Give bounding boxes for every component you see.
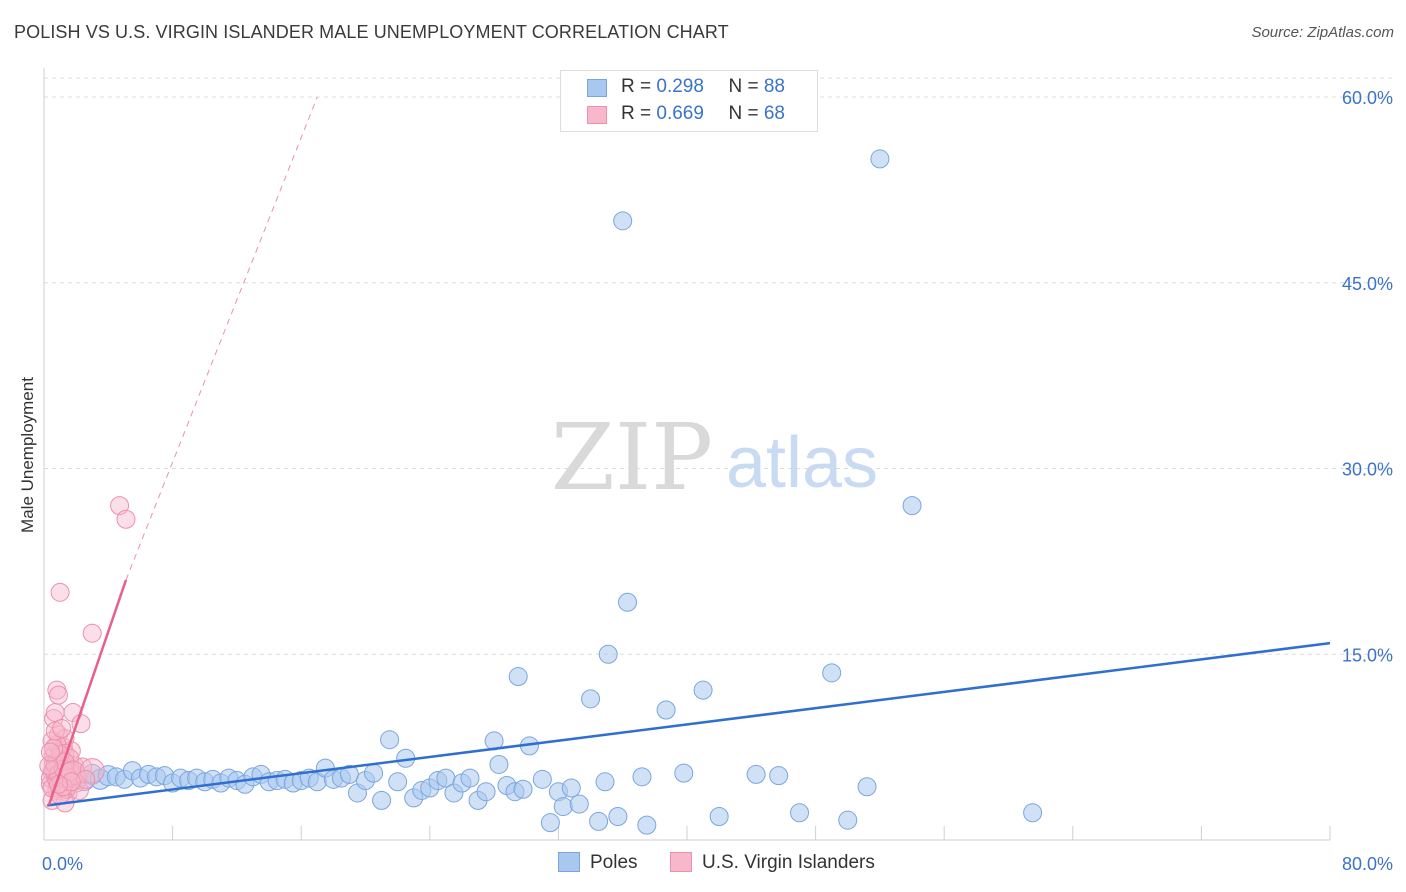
poles-point	[598, 644, 618, 664]
poles-point	[595, 772, 615, 792]
poles-point	[553, 797, 573, 817]
y-tick-label: 30.0%	[1342, 460, 1393, 480]
poles-point	[476, 782, 496, 802]
virgin-islanders-point	[82, 623, 102, 643]
poles-point	[540, 813, 560, 833]
bottom-legend-label-poles: Poles	[590, 852, 638, 873]
poles-point	[693, 680, 713, 700]
poles-point	[460, 768, 480, 788]
legend-r-label: R =	[621, 76, 657, 97]
virgin-islanders-point	[48, 685, 68, 705]
bottom-legend-label-virgin-islanders: U.S. Virgin Islanders	[702, 852, 875, 873]
poles-point	[489, 754, 509, 774]
bottom-legend-virgin-islanders: U.S. Virgin Islanders	[670, 852, 875, 874]
legend-swatch-poles	[587, 79, 607, 97]
virgin-islanders-point	[79, 758, 105, 784]
poles-point	[561, 778, 581, 798]
poles-point	[513, 779, 533, 799]
poles-point	[618, 592, 638, 612]
poles-point	[838, 810, 858, 830]
poles-point	[613, 211, 633, 231]
trendlines	[47, 96, 1331, 807]
legend-r-label: R =	[621, 103, 657, 124]
poles-point	[364, 763, 384, 783]
poles-point	[569, 794, 589, 814]
poles-point	[581, 689, 601, 709]
legend-r-value: 0.298	[656, 76, 704, 97]
bottom-legend-poles: Poles	[558, 852, 638, 874]
poles-point	[608, 806, 628, 826]
virgin-islanders-point	[44, 738, 64, 758]
poles-point	[508, 667, 528, 687]
x-tick-label: 0.0%	[42, 854, 83, 874]
poles-point	[674, 763, 694, 783]
poles-point	[372, 790, 392, 810]
poles-point	[1023, 803, 1043, 823]
virgin-islanders-point	[44, 709, 64, 729]
poles-point	[822, 663, 842, 683]
y-tick-label: 15.0%	[1342, 645, 1393, 665]
legend-n-label: N =	[728, 103, 764, 124]
bottom-legend-swatch-poles	[558, 852, 580, 872]
legend-r-value: 0.669	[656, 103, 704, 124]
x-tick-label: 80.0%	[1342, 854, 1393, 874]
virgin-islanders-point	[39, 756, 59, 776]
watermark: ZIP atlas	[551, 404, 878, 511]
poles-trendline	[47, 641, 1331, 807]
source-label: Source: ZipAtlas.com	[1251, 24, 1394, 41]
y-axis-label: Male Unemployment	[18, 377, 37, 533]
poles-point	[790, 803, 810, 823]
virgin-islanders-point	[52, 719, 72, 739]
watermark-zip: ZIP	[551, 404, 713, 511]
poles-point	[870, 149, 890, 169]
poles-point	[532, 769, 552, 789]
virgin-islanders-point	[50, 582, 70, 602]
watermark-atlas: atlas	[726, 423, 878, 503]
poles-point	[380, 730, 400, 750]
poles-points	[45, 149, 1043, 835]
bottom-legend-swatch-virgin-islanders	[670, 852, 692, 872]
poles-point	[709, 806, 729, 826]
virgin-islanders-point	[76, 769, 96, 789]
correlation-legend: R = 0.298 N = 88 R = 0.669 N = 68	[560, 70, 818, 132]
y-tick-label: 45.0%	[1342, 274, 1393, 294]
y-tick-label: 60.0%	[1342, 88, 1393, 108]
virgin-islanders-point	[40, 742, 60, 762]
legend-n-label: N =	[728, 76, 764, 97]
legend-n-value: 68	[763, 103, 785, 124]
poles-point	[746, 764, 766, 784]
virgin-islanders-points	[39, 496, 136, 813]
grid-layer	[44, 77, 1392, 655]
poles-point	[902, 496, 922, 516]
axes-layer	[43, 68, 1331, 841]
poles-point	[769, 766, 789, 786]
virgin-islanders-trendline-extension	[125, 96, 318, 581]
poles-point	[388, 772, 408, 792]
poles-point	[632, 767, 652, 787]
virgin-islanders-point	[116, 509, 136, 529]
tick-labels: 15.0% 30.0% 45.0% 60.0% 0.0% 80.0%	[42, 88, 1393, 874]
legend-n-value: 88	[763, 76, 785, 97]
legend-swatch-virgin-islanders	[587, 106, 607, 124]
poles-point	[857, 777, 877, 797]
virgin-islanders-point	[45, 702, 65, 722]
chart-title: POLISH VS U.S. VIRGIN ISLANDER MALE UNEM…	[14, 22, 729, 42]
poles-point	[637, 815, 657, 835]
poles-point	[656, 700, 676, 720]
poles-point	[589, 811, 609, 831]
virgin-islanders-trendline	[47, 579, 128, 806]
